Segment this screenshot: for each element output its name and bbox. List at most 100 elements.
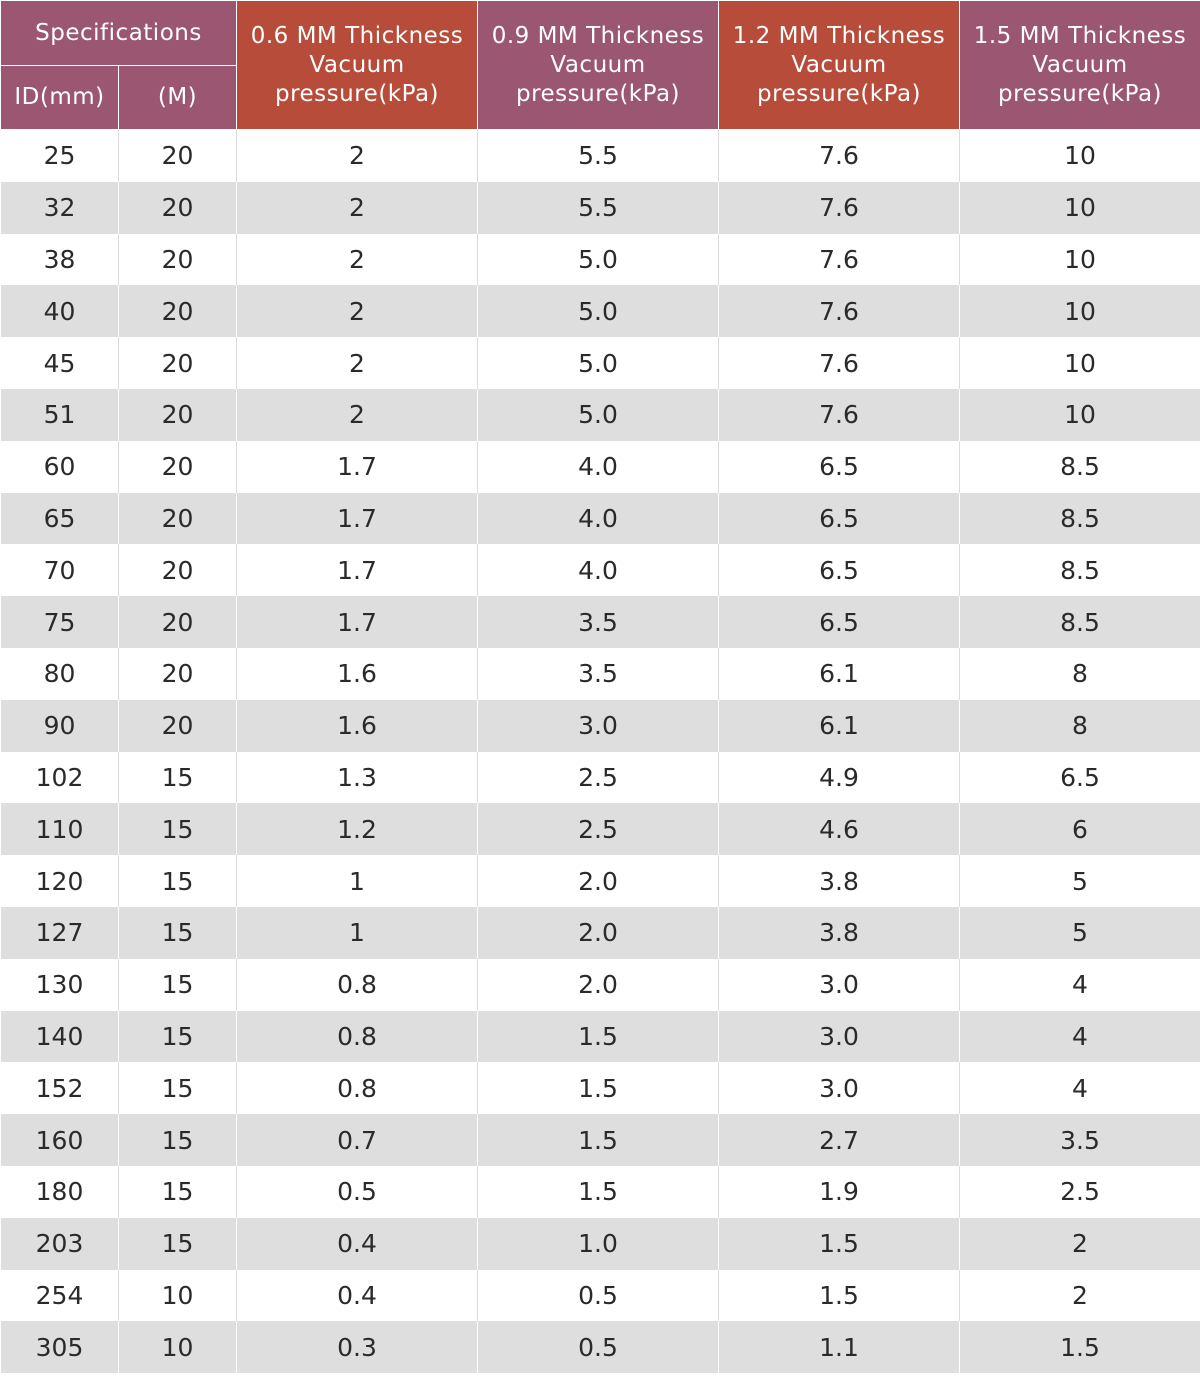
pressure-1-2-cell: 6.5 (718, 440, 960, 493)
table-row: 203 15 0.4 1.0 1.5 2 (0, 1217, 1200, 1270)
thickness-1-5-header: 1.5 MM Thickness Vacuum pressure(kPa) (959, 0, 1200, 130)
pressure-0-6-cell: 1.6 (236, 699, 478, 752)
pressure-1-5-cell: 10 (959, 337, 1200, 389)
length-cell: 20 (118, 647, 237, 700)
pressure-0-6-cell: 0.3 (236, 1321, 478, 1374)
id-mm-header: ID(mm) (0, 65, 119, 130)
pressure-1-5-cell: 6.5 (959, 751, 1200, 804)
table-row: 60 20 1.7 4.0 6.5 8.5 (0, 440, 1200, 493)
pressure-0-6-cell: 0.8 (236, 1010, 478, 1063)
pressure-1-2-cell: 4.6 (718, 803, 960, 856)
pressure-1-2-cell: 4.9 (718, 751, 960, 804)
pressure-0-6-cell: 1.7 (236, 492, 478, 545)
pressure-1-5-cell: 5 (959, 855, 1200, 907)
pressure-0-6-cell: 1.6 (236, 647, 478, 700)
table-row: 65 20 1.7 4.0 6.5 8.5 (0, 492, 1200, 545)
pressure-1-2-cell: 7.6 (718, 129, 960, 182)
id-cell: 90 (0, 699, 119, 752)
id-cell: 40 (0, 285, 119, 338)
pressure-0-9-cell: 1.5 (477, 1114, 719, 1166)
pressure-0-6-cell: 1.3 (236, 751, 478, 804)
pressure-1-2-cell: 3.0 (718, 958, 960, 1011)
id-cell: 80 (0, 647, 119, 700)
table-row: 152 15 0.8 1.5 3.0 4 (0, 1062, 1200, 1115)
pressure-0-9-cell: 4.0 (477, 492, 719, 545)
id-cell: 120 (0, 855, 119, 907)
pressure-1-2-cell: 1.5 (718, 1269, 960, 1322)
header-line: pressure(kPa) (997, 80, 1163, 107)
pressure-0-9-cell: 0.5 (477, 1269, 719, 1322)
table-row: 32 20 2 5.5 7.6 10 (0, 181, 1200, 234)
length-cell: 20 (118, 129, 237, 182)
pressure-0-6-cell: 0.8 (236, 958, 478, 1011)
pressure-0-6-cell: 1.7 (236, 596, 478, 648)
length-cell: 15 (118, 1114, 237, 1166)
table-row: 127 15 1 2.0 3.8 5 (0, 906, 1200, 959)
id-cell: 110 (0, 803, 119, 856)
pressure-1-5-cell: 8 (959, 647, 1200, 700)
pressure-1-5-cell: 2 (959, 1269, 1200, 1322)
length-cell: 15 (118, 1062, 237, 1115)
pressure-1-5-cell: 8 (959, 699, 1200, 752)
pressure-1-5-cell: 4 (959, 1010, 1200, 1063)
id-cell: 65 (0, 492, 119, 545)
length-cell: 20 (118, 388, 237, 441)
pressure-1-2-cell: 7.6 (718, 181, 960, 234)
table-body: 25 20 2 5.5 7.6 10 32 20 2 5.5 7.6 10 38 20 2 5.0 7.6 10 4… (0, 129, 1200, 1374)
length-cell: 15 (118, 906, 237, 959)
header-line: Vacuum (1032, 51, 1128, 78)
header-line: 0.6 MM Thickness (250, 22, 464, 49)
pressure-1-5-cell: 8.5 (959, 440, 1200, 493)
pressure-1-2-cell: 3.0 (718, 1010, 960, 1063)
pressure-0-6-cell: 2 (236, 388, 478, 441)
thickness-0-6-header: 0.6 MM Thickness Vacuum pressure(kPa) (236, 0, 478, 130)
pressure-1-2-cell: 7.6 (718, 337, 960, 389)
length-cell: 20 (118, 440, 237, 493)
table-row: 38 20 2 5.0 7.6 10 (0, 233, 1200, 286)
id-cell: 305 (0, 1321, 119, 1374)
length-cell: 20 (118, 699, 237, 752)
pressure-0-9-cell: 5.0 (477, 337, 719, 389)
pressure-0-9-cell: 5.5 (477, 129, 719, 182)
pressure-0-6-cell: 2 (236, 285, 478, 338)
id-cell: 25 (0, 129, 119, 182)
header-line: 1.5 MM Thickness (973, 22, 1187, 49)
pressure-1-2-cell: 1.1 (718, 1321, 960, 1374)
pressure-0-6-cell: 2 (236, 129, 478, 182)
pressure-1-5-cell: 1.5 (959, 1321, 1200, 1374)
header-line: 1.2 MM Thickness (732, 22, 946, 49)
thickness-0-9-header: 0.9 MM Thickness Vacuum pressure(kPa) (477, 0, 719, 130)
table-row: 25 20 2 5.5 7.6 10 (0, 129, 1200, 182)
header-line: pressure(kPa) (756, 80, 922, 107)
pressure-1-5-cell: 10 (959, 233, 1200, 286)
pressure-0-6-cell: 2 (236, 233, 478, 286)
length-cell: 10 (118, 1321, 237, 1374)
pressure-0-9-cell: 5.5 (477, 181, 719, 234)
pressure-0-6-cell: 0.8 (236, 1062, 478, 1115)
length-cell: 20 (118, 233, 237, 286)
pressure-1-5-cell: 4 (959, 1062, 1200, 1115)
pressure-1-2-cell: 2.7 (718, 1114, 960, 1166)
id-cell: 38 (0, 233, 119, 286)
pressure-0-6-cell: 2 (236, 337, 478, 389)
pressure-0-9-cell: 0.5 (477, 1321, 719, 1374)
pressure-0-9-cell: 2.0 (477, 855, 719, 907)
pressure-0-6-cell: 1.7 (236, 544, 478, 597)
pressure-0-6-cell: 1.2 (236, 803, 478, 856)
table-row: 180 15 0.5 1.5 1.9 2.5 (0, 1165, 1200, 1218)
table-row: 160 15 0.7 1.5 2.7 3.5 (0, 1114, 1200, 1166)
length-cell: 15 (118, 751, 237, 804)
pressure-0-6-cell: 0.5 (236, 1165, 478, 1218)
id-cell: 32 (0, 181, 119, 234)
id-cell: 75 (0, 596, 119, 648)
length-cell: 20 (118, 492, 237, 545)
thickness-1-2-header: 1.2 MM Thickness Vacuum pressure(kPa) (718, 0, 960, 130)
pressure-1-2-cell: 1.9 (718, 1165, 960, 1218)
pressure-0-6-cell: 0.4 (236, 1217, 478, 1270)
length-cell: 15 (118, 1217, 237, 1270)
pressure-1-5-cell: 10 (959, 285, 1200, 338)
pressure-0-9-cell: 1.5 (477, 1010, 719, 1063)
length-m-header: (M) (118, 65, 237, 130)
table-row: 70 20 1.7 4.0 6.5 8.5 (0, 544, 1200, 597)
header-line: Vacuum (791, 51, 887, 78)
